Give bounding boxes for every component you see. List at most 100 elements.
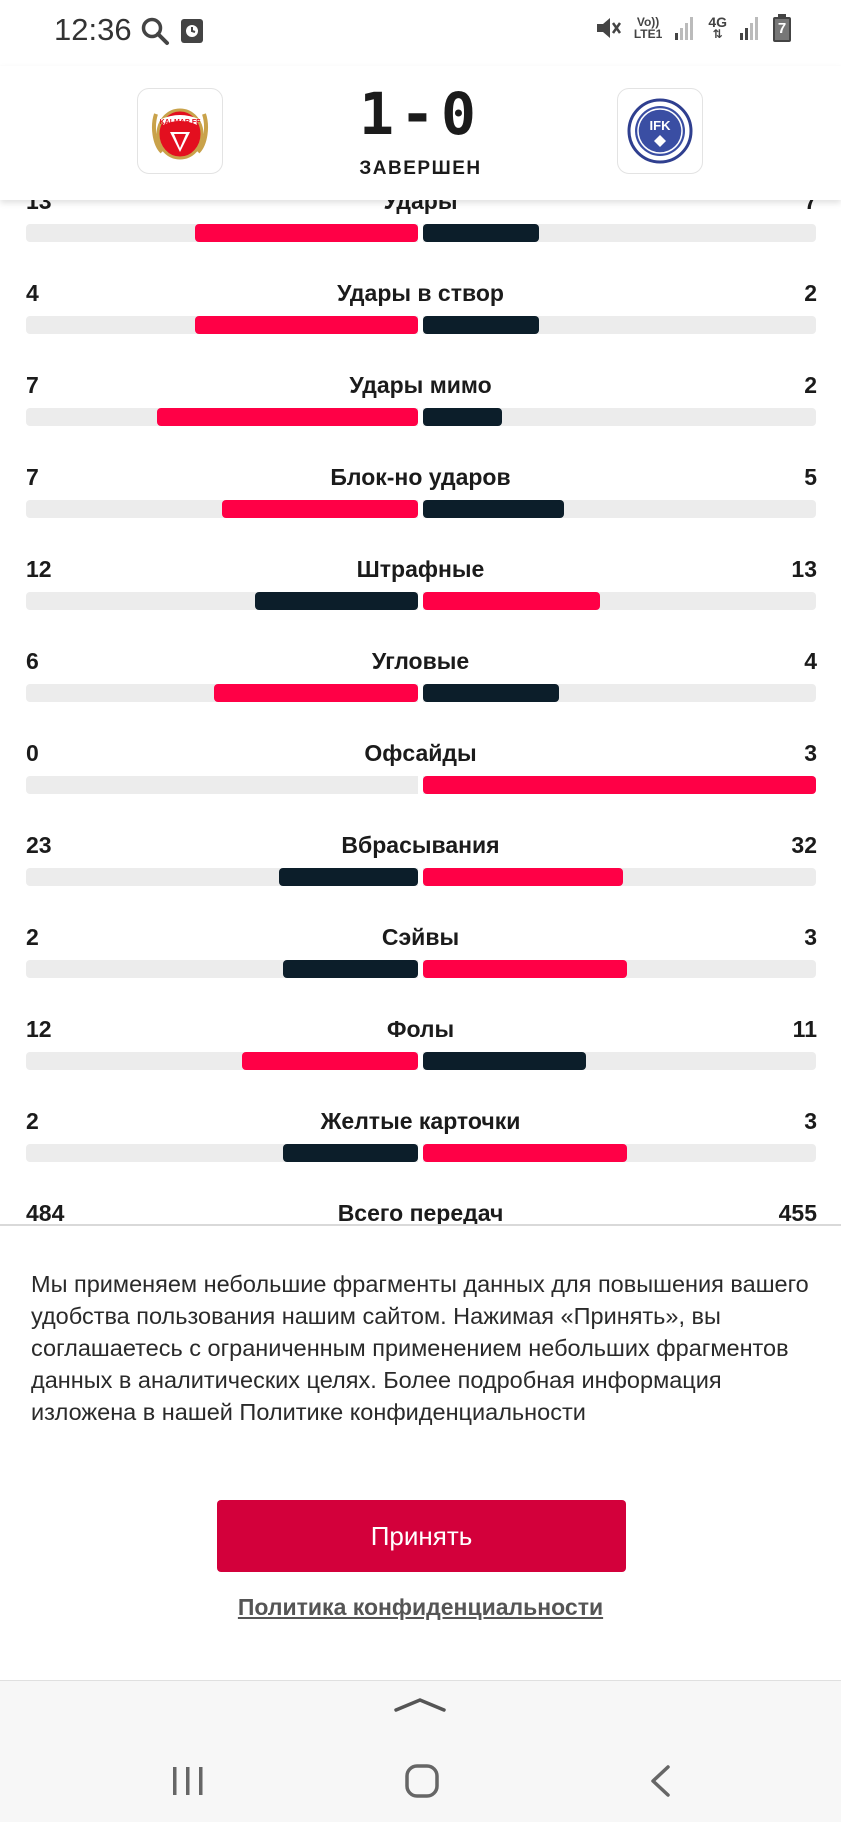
stat-row: 0 Офсайды 3: [0, 740, 841, 832]
stat-home-value: 13: [26, 200, 52, 214]
volte-indicator: Vo)) LTE1: [633, 15, 663, 41]
stat-row: 6 Угловые 4: [0, 648, 841, 740]
svg-text:KALMAR FF: KALMAR FF: [160, 119, 202, 126]
svg-text:IFK: IFK: [650, 118, 672, 133]
stat-home-value: 23: [26, 832, 52, 858]
stat-home-track: [26, 500, 418, 518]
stat-name: Удары мимо: [349, 372, 492, 398]
stat-away-value: 4: [804, 648, 817, 674]
stat-away-track: [423, 500, 816, 518]
stats-list[interactable]: 13 Удары 7 4 Удары в створ 2 7 Удары мимо 2 7 Блок…: [0, 200, 841, 1224]
status-left-icons: [140, 16, 204, 46]
stat-away-bar: [423, 224, 539, 242]
4g-indicator: 4G ⇅: [708, 14, 727, 41]
stat-home-bar: [222, 500, 418, 518]
stat-away-value: 3: [804, 740, 817, 766]
stat-home-track: [26, 960, 418, 978]
home-team-logo[interactable]: KALMAR FF: [137, 88, 223, 174]
clock-notification-icon: [181, 19, 203, 43]
stat-away-bar: [423, 592, 600, 610]
kalmar-ff-crest-icon: KALMAR FF: [152, 108, 208, 160]
match-score: 1-0: [359, 80, 482, 148]
signal-icon: [675, 17, 694, 40]
stat-home-bar: [255, 592, 418, 610]
stat-home-bar: [283, 1144, 418, 1162]
status-bar: 12:36 Vo)) LTE1 4G ⇅: [0, 0, 841, 62]
stat-row: 7 Удары мимо 2: [0, 372, 841, 464]
stat-home-bar: [157, 408, 418, 426]
stat-away-track: [423, 960, 816, 978]
stat-home-value: 0: [26, 740, 39, 766]
stat-home-track: [26, 316, 418, 334]
stat-away-value: 11: [792, 1016, 817, 1042]
stat-home-bar: [214, 684, 418, 702]
stat-home-value: 12: [26, 1016, 52, 1042]
stat-home-bar: [195, 224, 418, 242]
expand-button[interactable]: [390, 1689, 450, 1719]
accept-button[interactable]: Принять: [217, 1500, 626, 1572]
stat-row: 4 Удары в створ 2: [0, 280, 841, 372]
stat-name: Желтые карточки: [320, 1108, 521, 1134]
home-icon: [405, 1764, 439, 1798]
stat-home-value: 2: [26, 924, 39, 950]
stat-home-bar: [195, 316, 418, 334]
stat-away-bar: [423, 868, 623, 886]
stat-away-track: [423, 224, 816, 242]
stat-away-value: 3: [804, 1108, 817, 1134]
status-time: 12:36: [54, 12, 132, 47]
match-header: KALMAR FF 1-0 ЗАВЕРШЕН IFK: [0, 66, 841, 200]
stat-home-value: 6: [26, 648, 39, 674]
stat-away-track: [423, 776, 816, 794]
stat-row: 484 Всего передач 455: [0, 1200, 841, 1224]
stat-row: 12 Штрафные 13: [0, 556, 841, 648]
stat-home-bar: [242, 1052, 418, 1070]
mute-icon: [596, 18, 621, 38]
stat-row: 7 Блок-но ударов 5: [0, 464, 841, 556]
stat-away-value: 3: [804, 924, 817, 950]
stat-home-track: [26, 868, 418, 886]
stat-away-bar: [423, 408, 502, 426]
privacy-policy-link[interactable]: Политика конфиденциальности: [237, 1594, 604, 1620]
stat-row: 2 Желтые карточки 3: [0, 1108, 841, 1200]
stat-home-value: 12: [26, 556, 52, 582]
stat-home-track: [26, 776, 418, 794]
stat-away-track: [423, 868, 816, 886]
stat-row: 2 Сэйвы 3: [0, 924, 841, 1016]
stat-away-bar: [423, 316, 539, 334]
stat-away-track: [423, 592, 816, 610]
stat-away-value: 5: [804, 464, 817, 490]
recent-apps-button[interactable]: [158, 1756, 218, 1806]
stat-away-track: [423, 1052, 816, 1070]
stat-away-value: 32: [791, 832, 817, 858]
stat-away-value: 7: [804, 200, 817, 214]
chevron-up-icon: [394, 1698, 446, 1712]
stat-name: Штрафные: [356, 556, 485, 582]
stat-row: 12 Фолы 11: [0, 1016, 841, 1108]
stat-name: Офсайды: [364, 740, 477, 766]
stat-away-track: [423, 1144, 816, 1162]
back-icon: [651, 1765, 670, 1797]
stat-away-bar: [423, 500, 564, 518]
stat-home-bar: [279, 868, 418, 886]
stat-home-track: [26, 1144, 418, 1162]
cookie-text: Мы применяем небольшие фрагменты данных …: [31, 1271, 809, 1425]
stat-away-track: [423, 316, 816, 334]
back-button[interactable]: [630, 1755, 690, 1807]
away-team-logo[interactable]: IFK: [617, 88, 703, 174]
home-button[interactable]: [392, 1755, 452, 1807]
stat-name: Вбрасывания: [341, 832, 500, 858]
stat-away-bar: [423, 684, 559, 702]
match-status: ЗАВЕРШЕН: [359, 158, 482, 179]
stat-name: Удары в створ: [337, 280, 504, 306]
battery-level: 7: [777, 20, 787, 37]
stat-row: 13 Удары 7: [0, 200, 841, 280]
navigation-bar: [0, 1680, 841, 1822]
stat-home-bar: [283, 960, 418, 978]
stat-away-bar: [423, 960, 627, 978]
cookie-banner: Мы применяем небольшие фрагменты данных …: [0, 1224, 841, 1680]
stat-away-bar: [423, 1052, 586, 1070]
ifk-varnamo-crest-icon: IFK: [627, 98, 693, 164]
status-right-icons: Vo)) LTE1 4G ⇅ 7: [594, 14, 791, 42]
search-icon: [141, 17, 169, 45]
stat-away-value: 2: [804, 280, 817, 306]
